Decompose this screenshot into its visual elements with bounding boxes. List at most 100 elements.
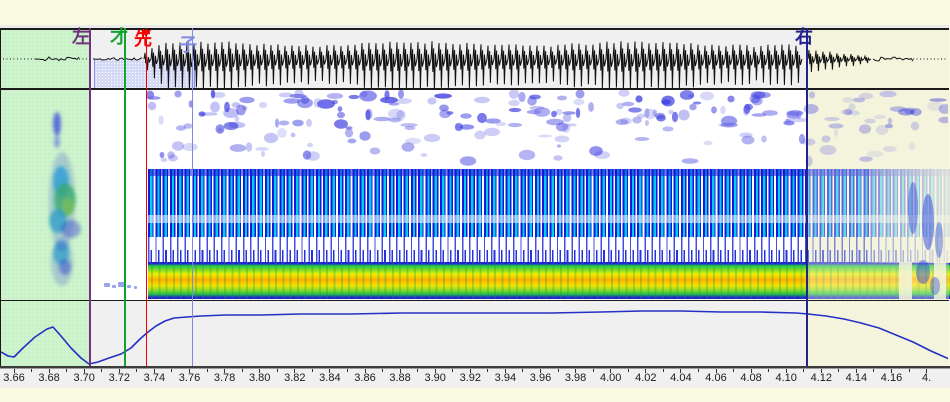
axis-minor-tick — [803, 369, 805, 372]
axis-major-tick — [926, 369, 928, 373]
axis-minor-tick — [522, 369, 524, 372]
axis-minor-tick — [382, 369, 384, 372]
axis-tick-label: 4.14 — [845, 372, 868, 384]
axis-tick-label: 4.10 — [775, 372, 797, 384]
axis-major-tick — [259, 369, 261, 373]
marker-line-cai-boundary[interactable] — [124, 28, 126, 366]
axis-minor-tick — [908, 369, 910, 372]
axis-major-tick — [434, 369, 436, 373]
axis-tick-label: 4.12 — [810, 372, 832, 384]
axis-minor-tick — [627, 369, 629, 372]
axis-major-tick — [575, 369, 577, 373]
axis-tick-label: 3.76 — [178, 372, 201, 384]
axis-tick-label: 4.16 — [880, 372, 903, 384]
axis-major-tick — [153, 369, 155, 373]
marker-label-left-boundary[interactable]: 左 — [72, 27, 90, 47]
axis-minor-tick — [838, 369, 840, 372]
axis-minor-tick — [276, 369, 278, 372]
axis-minor-tick — [171, 369, 173, 372]
marker-line-cursor[interactable] — [145, 28, 147, 366]
axis-tick-label: 3.78 — [213, 372, 236, 384]
axis-minor-tick — [206, 369, 208, 372]
marker-label-cursor[interactable]: 先 — [134, 29, 152, 49]
axis-tick-label: 4.08 — [740, 372, 762, 384]
axis-major-tick — [750, 369, 752, 373]
axis-tick-label: 3.94 — [494, 372, 517, 384]
marker-label-right-boundary[interactable]: 右 — [795, 27, 813, 47]
axis-minor-tick — [346, 369, 348, 372]
axis-tick-label: 3.70 — [73, 372, 95, 384]
axis-major-tick — [118, 369, 120, 373]
axis-tick-label: 3.66 — [3, 372, 25, 384]
axis-major-tick — [189, 369, 190, 373]
axis-minor-tick — [241, 369, 243, 372]
axis-major-tick — [399, 369, 401, 373]
axis-tick-label: 3.80 — [248, 372, 271, 384]
axis-minor-tick — [311, 369, 313, 372]
axis-major-tick — [540, 369, 541, 373]
axis-tick-label: 3.82 — [284, 372, 306, 384]
axis-minor-tick — [662, 369, 664, 372]
axis-tick-label: 3.68 — [38, 372, 60, 384]
axis-major-tick — [469, 369, 471, 373]
axis-tick-label: 3.84 — [319, 372, 341, 384]
axis-minor-tick — [557, 369, 559, 372]
axis-major-tick — [715, 369, 717, 373]
axis-tick-label: 3.96 — [529, 372, 552, 384]
spectrogram-gap — [934, 262, 946, 299]
axis-tick-label: 4.06 — [705, 372, 727, 384]
axis-minor-tick — [487, 369, 489, 372]
axis-tick-label: 3.88 — [389, 372, 411, 384]
right-context-region — [807, 301, 949, 366]
waveform-panel[interactable] — [0, 28, 949, 89]
axis-tick-label: 3.98 — [564, 372, 587, 384]
axis-major-tick — [504, 369, 506, 373]
axis-major-tick — [48, 369, 50, 373]
axis-tick-label: 4.00 — [599, 372, 622, 384]
waveform-trace — [3, 41, 948, 89]
marker-label-cai-boundary[interactable]: 才 — [110, 27, 128, 47]
axis-tick-label: 4. — [922, 372, 932, 384]
axis-major-tick — [610, 369, 612, 373]
axis-minor-tick — [697, 369, 699, 372]
axis-major-tick — [294, 369, 296, 373]
axis-minor-tick — [101, 369, 103, 372]
spectrogram-formant-band — [148, 169, 950, 237]
axis-minor-tick — [136, 369, 138, 372]
marker-line-left-boundary[interactable] — [89, 28, 91, 366]
spectrogram-striation-teeth — [148, 250, 950, 263]
marker-label-zi-boundary[interactable]: 子 — [179, 35, 197, 55]
axis-major-tick — [820, 369, 822, 373]
top-spacer — [0, 25, 950, 28]
axis-tick-label: 3.92 — [459, 372, 481, 384]
marker-line-right-boundary[interactable] — [806, 28, 808, 366]
marker-line-zi-boundary[interactable] — [191, 28, 193, 366]
axis-major-tick — [645, 369, 647, 373]
cursor-flag-icon — [141, 30, 151, 37]
axis-minor-tick — [733, 369, 735, 372]
axis-major-tick — [785, 369, 787, 373]
intensity-curve — [1, 310, 948, 365]
axis-minor-tick — [592, 369, 594, 372]
axis-minor-tick — [31, 369, 33, 372]
spectrogram-gap — [899, 262, 912, 299]
axis-minor-tick — [417, 369, 419, 372]
axis-major-tick — [891, 369, 892, 373]
axis-minor-tick — [873, 369, 875, 372]
axis-tick-label: 3.90 — [424, 372, 446, 384]
time-axis[interactable] — [0, 366, 950, 388]
spectrogram-panel[interactable] — [0, 89, 950, 301]
axis-major-tick — [364, 369, 366, 373]
left-context-region — [1, 90, 91, 300]
axis-major-tick — [13, 369, 15, 373]
spectrogram-low-energy-band — [148, 262, 950, 299]
axis-major-tick — [329, 369, 331, 373]
axis-tick-label: 3.72 — [108, 372, 130, 384]
spectrogram-blobs — [49, 90, 948, 295]
axis-tick-label: 4.02 — [635, 372, 657, 384]
intensity-panel[interactable] — [0, 301, 949, 366]
time-axis-line — [0, 366, 950, 369]
right-band-fade — [869, 169, 950, 263]
axis-tick-label: 3.86 — [354, 372, 376, 384]
